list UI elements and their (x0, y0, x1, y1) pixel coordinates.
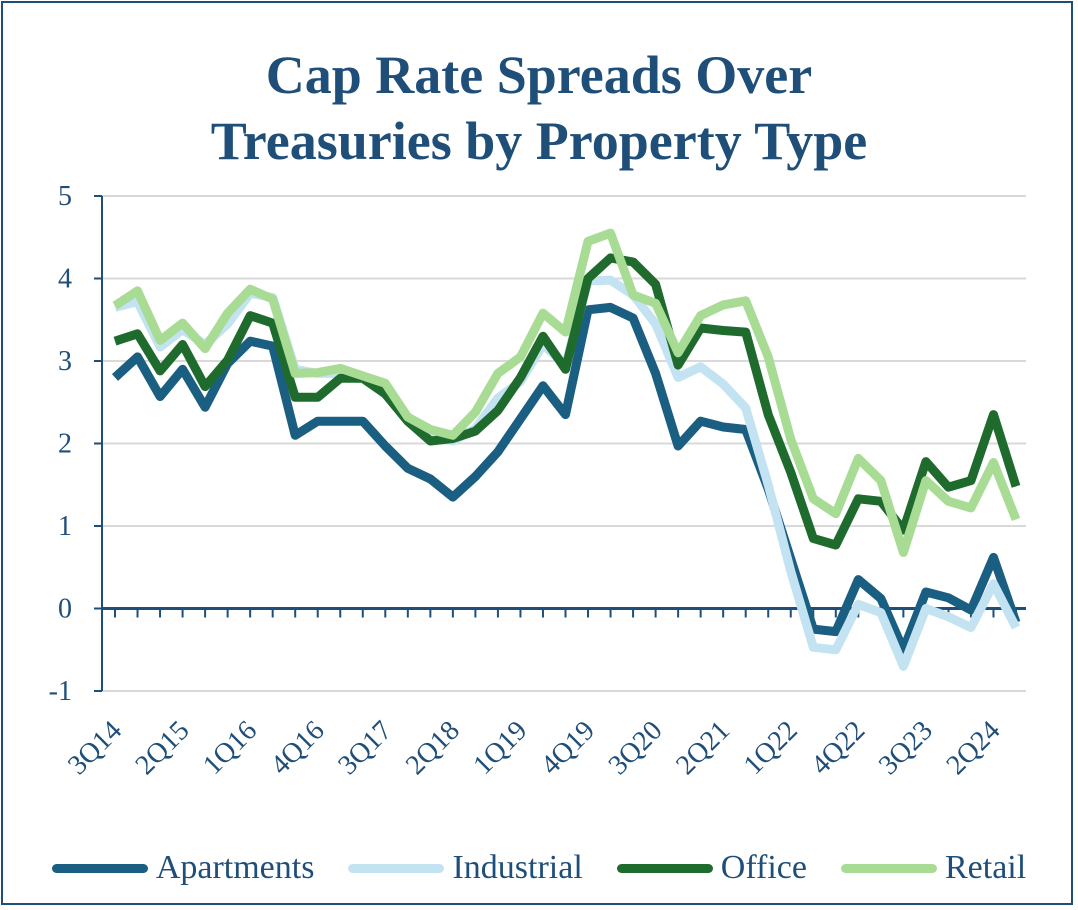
x-tick-label-2: 1Q16 (197, 715, 263, 781)
x-tick-label-11: 4Q22 (805, 715, 871, 781)
legend-swatch-office (616, 863, 713, 873)
legend-swatch-industrial (348, 863, 445, 873)
y-tick-label-2: 1 (58, 511, 72, 542)
series-line-apartments (111, 302, 1021, 655)
series-line-retail (112, 228, 1021, 557)
x-tick-label-4: 3Q17 (332, 715, 398, 781)
legend-label-industrial: Industrial (452, 849, 583, 886)
y-tick-label-0: -1 (49, 676, 72, 707)
y-tick-label-6: 5 (58, 181, 72, 212)
x-tick-label-8: 3Q20 (603, 715, 669, 781)
x-tick-label-13: 2Q24 (940, 715, 1006, 781)
x-tick-label-6: 1Q19 (467, 715, 533, 781)
x-tick-label-10: 1Q22 (738, 715, 804, 781)
y-tick-label-4: 3 (58, 346, 72, 377)
legend: Apartments Industrial Office Retail (0, 846, 1078, 890)
chart-title-line-1: Cap Rate Spreads Over (265, 45, 813, 105)
legend-label-office: Office (720, 849, 807, 886)
x-tick-label-3: 4Q16 (265, 715, 331, 781)
x-tick-label-12: 3Q23 (873, 715, 939, 781)
series-line-office (113, 253, 1021, 550)
chart-title: Cap Rate Spreads Over Treasuries by Prop… (0, 42, 1078, 174)
legend-label-apartments: Apartments (155, 849, 315, 886)
x-tick-label-7: 4Q19 (535, 715, 601, 781)
legend-item-office: Office (616, 849, 807, 887)
legend-item-industrial: Industrial (348, 849, 583, 887)
legend-swatch-apartments (51, 863, 148, 873)
y-tick-label-3: 2 (58, 429, 72, 460)
x-tick-label-9: 2Q21 (670, 715, 736, 781)
legend-item-apartments: Apartments (51, 849, 315, 887)
x-tick-label-1: 2Q15 (130, 715, 196, 781)
legend-item-retail: Retail (840, 849, 1027, 887)
legend-swatch-retail (840, 863, 937, 873)
y-tick-label-5: 4 (58, 264, 72, 295)
chart-title-line-2: Treasuries by Property Type (210, 111, 868, 171)
x-tick-label-5: 2Q18 (400, 715, 466, 781)
x-tick-label-0: 3Q14 (62, 715, 128, 781)
legend-label-retail: Retail (944, 849, 1027, 886)
y-tick-label-1: 0 (58, 594, 72, 625)
